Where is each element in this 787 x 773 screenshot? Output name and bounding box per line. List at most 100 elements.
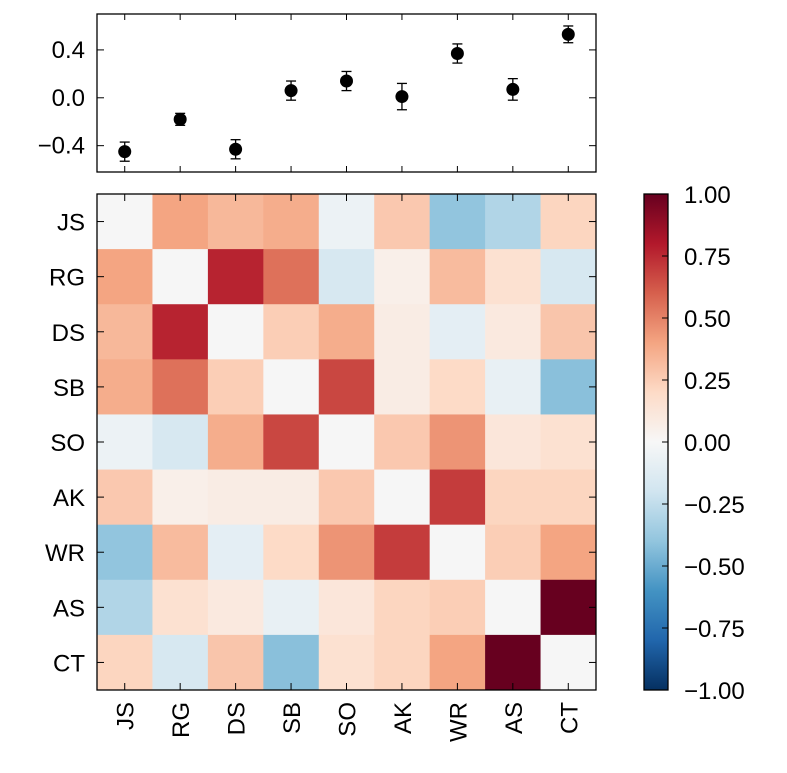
heatmap-cell-JS-AS [485,194,542,250]
heatmap-cell-DS-JS [97,304,153,360]
heatmap-cell-SO-JS [97,414,153,471]
col-label-SB: SB [279,702,306,734]
heatmap-cell-CT-AS [485,634,542,691]
heatmap-cell-AK-WR [429,469,486,526]
colorbar-tick-label: −0.75 [684,616,745,643]
heatmap-cell-SO-DS [207,414,264,471]
col-label-DS: DS [224,702,251,735]
heatmap-cell-WR-CT [540,524,597,581]
heatmap-cell-SO-WR [429,414,486,471]
col-label-CT: CT [556,702,583,734]
heatmap-cell-CT-SB [263,634,320,691]
colorbar-tick-label: −0.50 [684,554,745,581]
heatmap-cell-AK-CT [540,469,597,526]
heatmap-cell-JS-WR [429,194,486,250]
data-point-SB [284,84,298,98]
data-point-RG [173,112,187,126]
data-point-SO [340,74,353,88]
heatmap-cell-CT-DS [207,634,264,691]
heatmap-cell-JS-SO [318,194,375,250]
heatmap-cell-AK-SB [263,469,320,526]
heatmap-cell-AK-AS [485,469,542,526]
heatmap-cell-AS-JS [97,579,153,636]
heatmap-cell-AK-RG [152,469,209,526]
heatmap-frame [96,193,597,691]
row-label-SB: SB [53,375,85,402]
colorbar-tick-label: −0.25 [684,492,745,519]
top-plot-frame [96,13,597,173]
heatmap-cell-RG-AS [485,249,542,305]
heatmap-cell-WR-DS [207,524,264,581]
colorbar: 1.00 0.75 0.50 0.25 0.00 −0.25 −0.50 −0.75 −1.00 [643,182,745,705]
colorbar-tick-label: 0.25 [684,368,731,395]
heatmap-cell-RG-WR [429,249,486,305]
heatmap-cell-JS-CT [540,194,597,250]
y-tick-label: 0.4 [52,37,85,64]
heatmap-cell-RG-CT [540,249,597,305]
heatmap-cell-SB-JS [97,359,153,415]
data-point-AK [395,90,409,104]
heatmap-cell-WR-AS [485,524,542,581]
heatmap-cell-DS-DS [207,304,264,360]
heatmap-cell-DS-CT [540,304,597,360]
heatmap-cell-AS-DS [207,579,264,636]
colorbar-tick-label: 0.50 [684,306,731,333]
data-point-JS [118,145,132,159]
data-point-AS [506,82,520,96]
heatmap-cell-RG-AK [374,249,431,305]
heatmap-cell-AS-WR [429,579,486,636]
heatmap-cell-RG-JS [97,249,153,305]
y-tick-label: 0.0 [52,85,85,112]
col-label-AS: AS [501,702,528,734]
heatmap-cell-JS-RG [152,194,209,250]
data-point-DS [229,142,243,156]
heatmap-cell-WR-JS [97,524,153,581]
heatmap-cell-WR-WR [429,524,486,581]
row-label-WR: WR [45,540,85,567]
heatmap-cell-SO-SB [263,414,320,471]
heatmap-cell-SB-AK [374,359,431,415]
data-point-CT [561,27,575,41]
heatmap-cell-AS-AK [374,579,431,636]
heatmap-cell-RG-SB [263,249,320,305]
heatmap-cell-AK-DS [207,469,264,526]
heatmap-cell-SO-AK [374,414,431,471]
colorbar-tick-label: 1.00 [684,182,731,209]
error-bar-plot: −0.4 0.0 0.4 [38,13,597,173]
heatmap-cell-AS-RG [152,579,209,636]
heatmap-cell-SO-AS [485,414,542,471]
heatmap-cell-SB-SO [318,359,375,415]
heatmap-cell-JS-DS [207,194,264,250]
heatmap-cell-DS-AK [374,304,431,360]
heatmap-cell-DS-WR [429,304,486,360]
heatmap-cell-SB-RG [152,359,209,415]
heatmap-cell-WR-SB [263,524,320,581]
col-label-WR: WR [445,702,472,742]
y-tick-label: −0.4 [38,133,85,160]
row-label-JS: JS [57,210,85,237]
heatmap-cell-SB-CT [540,359,597,415]
col-label-RG: RG [168,702,195,738]
heatmap-cell-CT-SO [318,634,375,691]
heatmap-cell-AS-SO [318,579,375,636]
heatmap-cell-DS-SO [318,304,375,360]
heatmap-cell-AK-AK [374,469,431,526]
heatmap-cell-WR-AK [374,524,431,581]
heatmap-cell-CT-WR [429,634,486,691]
heatmap-cell-JS-AK [374,194,431,250]
row-label-DS: DS [52,320,85,347]
heatmap-cell-SB-AS [485,359,542,415]
heatmap-cell-RG-SO [318,249,375,305]
heatmap-cell-AS-CT [540,579,597,636]
col-label-AK: AK [390,702,417,734]
row-label-CT: CT [53,650,85,677]
heatmap-cell-RG-DS [207,249,264,305]
heatmap-cell-CT-CT [540,634,597,691]
heatmap-cell-SO-SO [318,414,375,471]
heatmap-cell-DS-SB [263,304,320,360]
colorbar-tick-label: 0.75 [684,244,731,271]
row-label-SO: SO [50,430,85,457]
heatmap-cell-AK-SO [318,469,375,526]
heatmap-cell-CT-RG [152,634,209,691]
